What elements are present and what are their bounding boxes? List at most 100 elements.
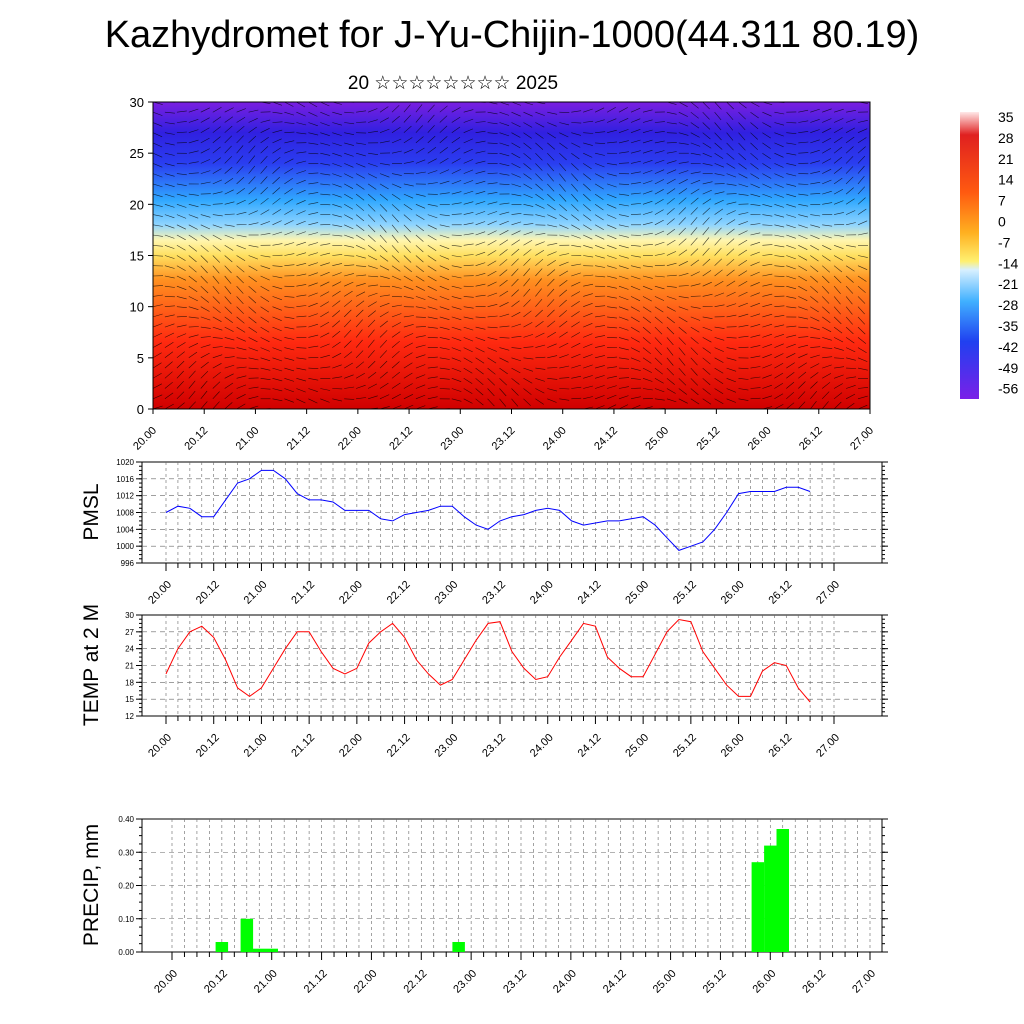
- wind-barb: [535, 309, 543, 318]
- wind-barb: [284, 242, 295, 246]
- wind-barb: [296, 263, 307, 266]
- wind-barb: [427, 158, 437, 164]
- wind-barb: [678, 326, 687, 334]
- wind-barb: [260, 146, 269, 154]
- wind-barb: [654, 209, 664, 215]
- wind-barb: [523, 122, 533, 128]
- wind-barb: [595, 119, 605, 123]
- wind-barb: [320, 311, 330, 318]
- wind-barb: [690, 227, 698, 236]
- wind-barb: [379, 193, 388, 201]
- wind-barb: [869, 152, 870, 154]
- wind-barb: [236, 155, 244, 164]
- x-tick-label: 27.00: [814, 732, 842, 760]
- wind-barb: [714, 163, 725, 168]
- wind-barb: [475, 121, 486, 123]
- wind-barb: [690, 398, 700, 405]
- wind-barb: [236, 165, 244, 174]
- wind-barb: [559, 183, 566, 192]
- wind-barb: [690, 142, 701, 147]
- wind-barb: [810, 265, 819, 273]
- wind-barb: [260, 233, 271, 236]
- wind-barb: [798, 371, 807, 379]
- wind-barb: [774, 214, 785, 218]
- wind-barb: [475, 150, 486, 154]
- wind-barb: [236, 245, 247, 250]
- wind-barb: [535, 183, 544, 191]
- wind-barb: [774, 353, 784, 359]
- wind-barb: [200, 265, 208, 274]
- x-tick-label: 24.12: [576, 579, 604, 607]
- wind-barb: [248, 347, 259, 352]
- wind-barb: [822, 364, 832, 369]
- wind-barb: [857, 404, 868, 409]
- wind-barb: [594, 107, 605, 113]
- wind-barb: [714, 173, 725, 176]
- wind-barb: [523, 346, 534, 348]
- wind-barb: [367, 193, 376, 201]
- wind-barb: [857, 387, 869, 389]
- wind-barb: [164, 132, 175, 135]
- wind-barb: [702, 102, 710, 110]
- wind-barb: [762, 214, 773, 217]
- wind-barb: [571, 173, 579, 182]
- wind-barb: [427, 245, 437, 251]
- wind-barb: [618, 377, 630, 379]
- wind-barb: [355, 234, 365, 241]
- wind-barb: [391, 285, 402, 289]
- wind-barb: [845, 146, 854, 154]
- wind-barb: [726, 210, 736, 215]
- wind-barb: [379, 294, 390, 297]
- wind-barb: [463, 388, 473, 394]
- wind-barb: [630, 234, 642, 236]
- wind-barb: [595, 315, 606, 318]
- wind-barb: [738, 367, 749, 370]
- wind-barb: [272, 357, 283, 362]
- wind-barb: [439, 347, 450, 350]
- wind-barb: [188, 316, 199, 319]
- wind-barb: [188, 139, 199, 144]
- wind-barb: [654, 219, 664, 226]
- wind-barb: [320, 262, 330, 266]
- wind-barb: [595, 102, 596, 103]
- wind-barb: [595, 385, 605, 389]
- wind-barb: [236, 403, 246, 409]
- wind-barb: [547, 309, 555, 318]
- wind-barb: [415, 224, 424, 232]
- wind-barb: [499, 183, 510, 185]
- wind-barb: [762, 132, 771, 139]
- wind-barb: [618, 255, 629, 259]
- wind-barb: [344, 183, 354, 189]
- wind-barb: [690, 248, 699, 256]
- wind-barb: [439, 326, 450, 330]
- wind-barb: [750, 122, 759, 130]
- wind-barb: [487, 281, 497, 287]
- wind-barb: [439, 316, 450, 320]
- wind-barb: [762, 163, 772, 170]
- wind-barb: [869, 132, 870, 133]
- wind-barb: [284, 264, 295, 266]
- wind-barb: [833, 326, 843, 334]
- wind-barb: [200, 137, 210, 144]
- wind-barb: [308, 292, 318, 297]
- wind-barb: [845, 285, 854, 294]
- wind-barb: [582, 183, 591, 191]
- wind-barb: [834, 347, 844, 351]
- wind-barb: [738, 132, 746, 141]
- wind-barb: [499, 290, 509, 297]
- wind-barb: [678, 122, 689, 127]
- wind-barb: [654, 230, 665, 236]
- wind-barb: [332, 152, 342, 157]
- wind-barb: [846, 376, 857, 379]
- wind-barb: [547, 204, 556, 211]
- wind-barb: [451, 316, 462, 321]
- wind-barb: [188, 326, 199, 328]
- wind-barb: [308, 398, 318, 404]
- x-tick-label: 24.12: [592, 425, 620, 453]
- wind-barb: [869, 214, 870, 215]
- wind-barb: [595, 335, 606, 338]
- wind-barb: [834, 212, 844, 215]
- wind-barb: [499, 388, 507, 397]
- wind-barb: [272, 347, 283, 352]
- wind-barb: [583, 343, 593, 348]
